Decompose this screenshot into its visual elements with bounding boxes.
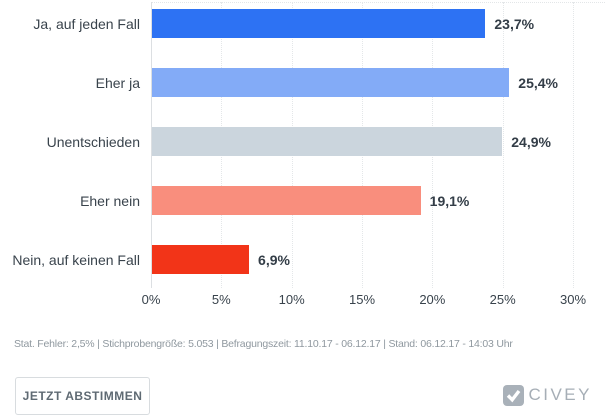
bar-chart: 0% 5% 10% 15% 20% 25% 30% Ja, auf jeden Fall 23,…	[12, 2, 605, 307]
bar-value-label: 19,1%	[429, 192, 470, 209]
bar-value-label: 25,4%	[518, 74, 558, 91]
bar-value-label: 6,9%	[258, 251, 290, 268]
x-tick-label: 20%	[419, 292, 446, 307]
bar	[152, 9, 486, 38]
bar-value-label: 23,7%	[494, 15, 535, 32]
civey-logo: CIVEY	[503, 384, 592, 406]
category-label: Eher ja	[95, 74, 140, 91]
category-label: Unentschieden	[46, 133, 140, 150]
vote-button[interactable]: JETZT ABSTIMMEN	[15, 377, 150, 415]
civey-logo-icon	[503, 384, 525, 406]
bar	[152, 127, 503, 156]
x-tick-label: 0%	[141, 292, 161, 307]
bar	[152, 68, 510, 97]
x-tick-label: 25%	[489, 292, 516, 307]
bar	[152, 245, 250, 274]
category-label: Nein, auf keinen Fall	[12, 251, 140, 268]
x-tick-label: 10%	[278, 292, 305, 307]
survey-stats: Stat. Fehler: 2,5% | Stichprobengröße: 5…	[14, 338, 513, 350]
category-label: Ja, auf jeden Fall	[33, 15, 140, 32]
plot-top-border	[151, 2, 605, 3]
x-tick-label: 5%	[211, 292, 231, 307]
x-tick-label: 30%	[559, 292, 587, 307]
bar	[152, 186, 421, 215]
y-axis-line	[151, 2, 152, 288]
x-tick-label: 15%	[348, 292, 376, 307]
gridline	[573, 2, 574, 288]
gridline	[502, 2, 504, 288]
bar-value-label: 24,9%	[511, 133, 551, 150]
civey-logo-text: CIVEY	[528, 385, 592, 404]
category-label: Eher nein	[80, 192, 140, 209]
